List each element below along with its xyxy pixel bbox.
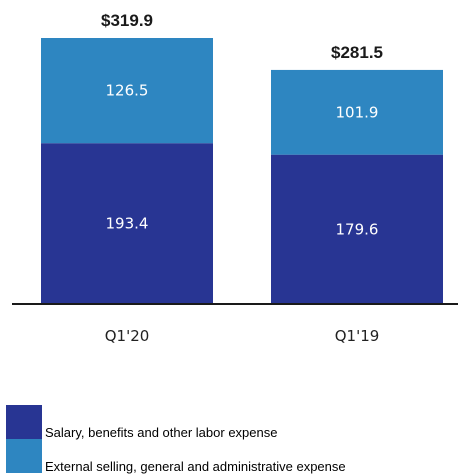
data-label-salary-0: 193.4	[106, 215, 149, 233]
bar-group	[41, 38, 443, 304]
legend-item-salary: Salary, benefits and other labor expense	[6, 405, 346, 440]
bar-salary-1	[271, 154, 443, 304]
total-label-1: $281.5	[331, 43, 383, 62]
legend-label-salary: Salary, benefits and other labor expense	[45, 424, 278, 440]
category-label-1: Q1'19	[335, 327, 380, 345]
legend-label-external-sga: External selling, general and administra…	[45, 458, 346, 474]
legend-swatch-salary	[6, 405, 42, 439]
total-label-0: $319.9	[101, 11, 153, 30]
bar-external-sga-1	[271, 69, 443, 155]
stacked-bar-chart: 193.4 126.5 $319.9 Q1'20 179.6 101.9 $281.5 Q1'…	[12, 11, 458, 345]
data-label-external-sga-0: 126.5	[106, 82, 149, 100]
bar-external-sga-0	[41, 38, 213, 144]
data-label-external-sga-1: 101.9	[336, 103, 379, 121]
label-group: 193.4 126.5 $319.9 Q1'20 179.6 101.9 $281.5 Q1'…	[101, 11, 383, 345]
data-label-salary-1: 179.6	[336, 220, 379, 238]
bar-salary-0	[41, 143, 213, 304]
legend-swatch-external-sga	[6, 439, 42, 473]
legend: Salary, benefits and other labor expense…	[6, 405, 346, 474]
legend-item-external-sga: External selling, general and administra…	[6, 439, 346, 474]
category-label-0: Q1'20	[105, 327, 150, 345]
